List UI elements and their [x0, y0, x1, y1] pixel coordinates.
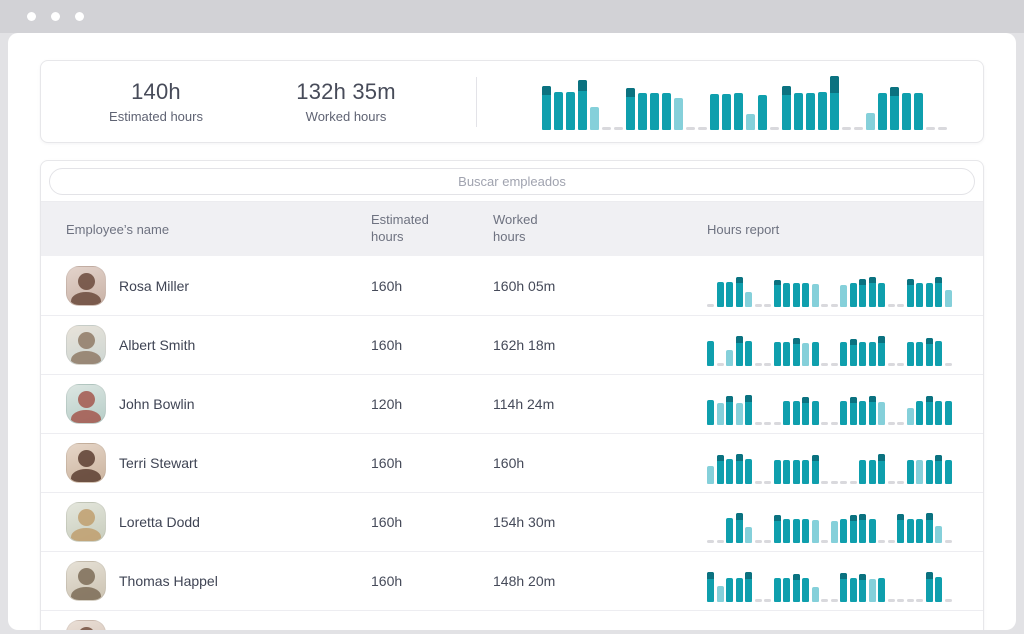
window-control-dot[interactable] — [51, 12, 60, 21]
employee-name: Thomas Happel — [119, 573, 218, 589]
table-row[interactable]: Terri Stewart 160h 160h — [41, 433, 983, 492]
column-header-worked: Worked hours — [493, 212, 567, 246]
employee-avatar — [66, 325, 106, 365]
avatar-person-icon — [78, 273, 95, 290]
employee-name-cell: Loretta Dodd — [66, 502, 371, 542]
employee-worked-hours: 148h 20m — [493, 573, 707, 589]
employee-name: John Bowlin — [119, 396, 195, 412]
estimated-hours-stat: 140h Estimated hours — [81, 79, 231, 124]
employee-name: Rosa Miller — [119, 278, 189, 294]
summary-hours-bar-chart — [542, 74, 947, 130]
employee-name: Loretta Dodd — [119, 514, 200, 530]
window-control-dot[interactable] — [75, 12, 84, 21]
avatar-person-icon — [78, 332, 95, 349]
employee-worked-hours: 154h 30m — [493, 514, 707, 530]
employee-avatar — [66, 443, 106, 483]
employee-estimated-hours: 160h — [371, 514, 493, 530]
worked-hours-value: 132h 35m — [271, 79, 421, 105]
browser-chrome-bar — [0, 0, 1024, 33]
employee-avatar — [66, 266, 106, 306]
employee-worked-hours: 114h 24m — [493, 396, 707, 412]
table-header-row: Employee’s name Estimated hours Worked h… — [41, 201, 983, 256]
employee-worked-hours: 160h 05m — [493, 278, 707, 294]
employee-hours-bar-chart — [707, 442, 983, 484]
avatar-person-icon — [71, 351, 101, 365]
table-row[interactable]: Thomas Happel 160h 148h 20m — [41, 551, 983, 610]
employee-avatar — [66, 384, 106, 424]
estimated-hours-value: 140h — [81, 79, 231, 105]
employee-hours-bar-chart — [707, 560, 983, 602]
search-bar — [41, 161, 983, 201]
employee-hours-bar-chart — [707, 265, 983, 307]
avatar-person-icon — [78, 568, 95, 585]
avatar-person-icon — [78, 391, 95, 408]
avatar-person-icon — [71, 587, 101, 601]
employee-worked-hours: 162h 18m — [493, 337, 707, 353]
employee-name-cell: Thomas Happel — [66, 561, 371, 601]
worked-hours-stat: 132h 35m Worked hours — [271, 79, 421, 124]
avatar-person-icon — [78, 509, 95, 526]
table-row[interactable]: Rosa Miller 160h 160h 05m — [41, 256, 983, 315]
employee-hours-bar-chart — [707, 324, 983, 366]
employee-estimated-hours: 160h — [371, 455, 493, 471]
table-row[interactable]: Albert Smith 160h 162h 18m — [41, 315, 983, 374]
table-body: Rosa Miller 160h 160h 05m Albert Smith 1… — [41, 256, 983, 630]
table-row[interactable] — [41, 610, 983, 630]
employee-estimated-hours: 120h — [371, 396, 493, 412]
column-header-report: Hours report — [707, 222, 983, 237]
employee-estimated-hours: 160h — [371, 337, 493, 353]
employee-name-cell: Terri Stewart — [66, 443, 371, 483]
avatar-person-icon — [78, 450, 95, 467]
avatar-person-icon — [78, 627, 95, 630]
avatar-person-icon — [71, 528, 101, 542]
table-row[interactable]: Loretta Dodd 160h 154h 30m — [41, 492, 983, 551]
employee-avatar — [66, 561, 106, 601]
avatar-person-icon — [71, 469, 101, 483]
employee-name-cell: Albert Smith — [66, 325, 371, 365]
employee-name: Albert Smith — [119, 337, 195, 353]
search-input[interactable] — [49, 168, 975, 195]
employee-name: Terri Stewart — [119, 455, 198, 471]
column-header-estimated: Estimated hours — [371, 212, 445, 246]
summary-card: 140h Estimated hours 132h 35m Worked hou… — [40, 60, 984, 143]
employee-name-cell — [66, 620, 371, 630]
employee-hours-bar-chart — [707, 501, 983, 543]
employee-hours-bar-chart — [707, 383, 983, 425]
window-control-dot[interactable] — [27, 12, 36, 21]
avatar-person-icon — [71, 410, 101, 424]
worked-hours-label: Worked hours — [271, 109, 421, 124]
app-window: 140h Estimated hours 132h 35m Worked hou… — [8, 33, 1016, 630]
estimated-hours-label: Estimated hours — [81, 109, 231, 124]
employee-name-cell: John Bowlin — [66, 384, 371, 424]
summary-divider — [476, 77, 477, 127]
table-row[interactable]: John Bowlin 120h 114h 24m — [41, 374, 983, 433]
employee-avatar — [66, 620, 106, 630]
employee-estimated-hours: 160h — [371, 278, 493, 294]
employee-name-cell: Rosa Miller — [66, 266, 371, 306]
employee-hours-bar-chart — [707, 619, 983, 630]
employees-table-card: Employee’s name Estimated hours Worked h… — [40, 160, 984, 630]
employee-avatar — [66, 502, 106, 542]
column-header-name: Employee’s name — [66, 222, 371, 237]
avatar-person-icon — [71, 292, 101, 306]
employee-estimated-hours: 160h — [371, 573, 493, 589]
employee-worked-hours: 160h — [493, 455, 707, 471]
